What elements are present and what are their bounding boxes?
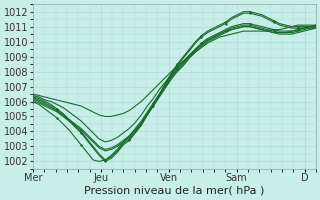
X-axis label: Pression niveau de la mer( hPa ): Pression niveau de la mer( hPa ) [84,186,265,196]
